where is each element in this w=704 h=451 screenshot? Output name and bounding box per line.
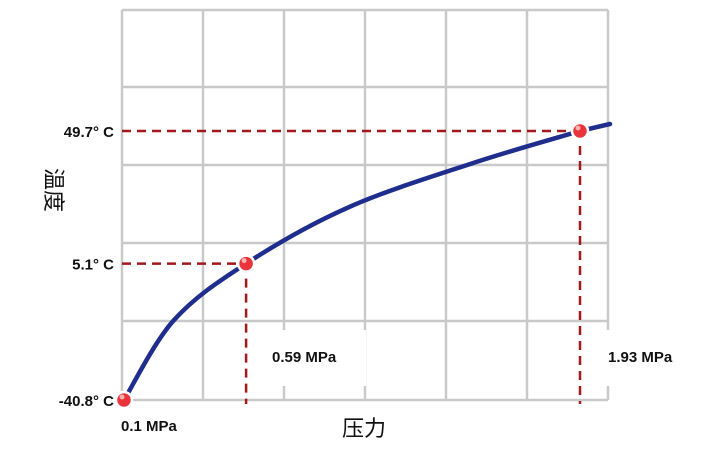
series-line	[121, 121, 613, 403]
label-box	[256, 330, 366, 386]
chart-grid	[120, 8, 702, 402]
marker-highlight	[575, 125, 581, 131]
x-tick-label: 0.1 MPa	[121, 418, 178, 435]
marker-highlight	[241, 258, 247, 264]
y-tick-label: 49.7° C	[64, 124, 114, 141]
guide-lines	[122, 129, 582, 404]
data-point-marker	[570, 121, 590, 141]
x-tick-label: 1.93 MPa	[608, 349, 673, 366]
x-tick-label: 0.59 MPa	[272, 349, 337, 366]
markers	[114, 121, 590, 410]
tick-labels: -40.8° C 0.1 MPa 5.1° C 0.59 MPa 49.7° C 1.93…	[59, 124, 673, 435]
marker-highlight	[119, 394, 125, 400]
x-axis-label: 压力	[342, 417, 386, 442]
y-axis-label: 温度	[40, 168, 65, 212]
label-box	[586, 330, 702, 386]
y-tick-label: 5.1° C	[72, 257, 114, 274]
data-point-marker	[236, 254, 256, 273]
data-point-marker	[114, 390, 134, 410]
y-tick-label: -40.8° C	[59, 393, 114, 410]
